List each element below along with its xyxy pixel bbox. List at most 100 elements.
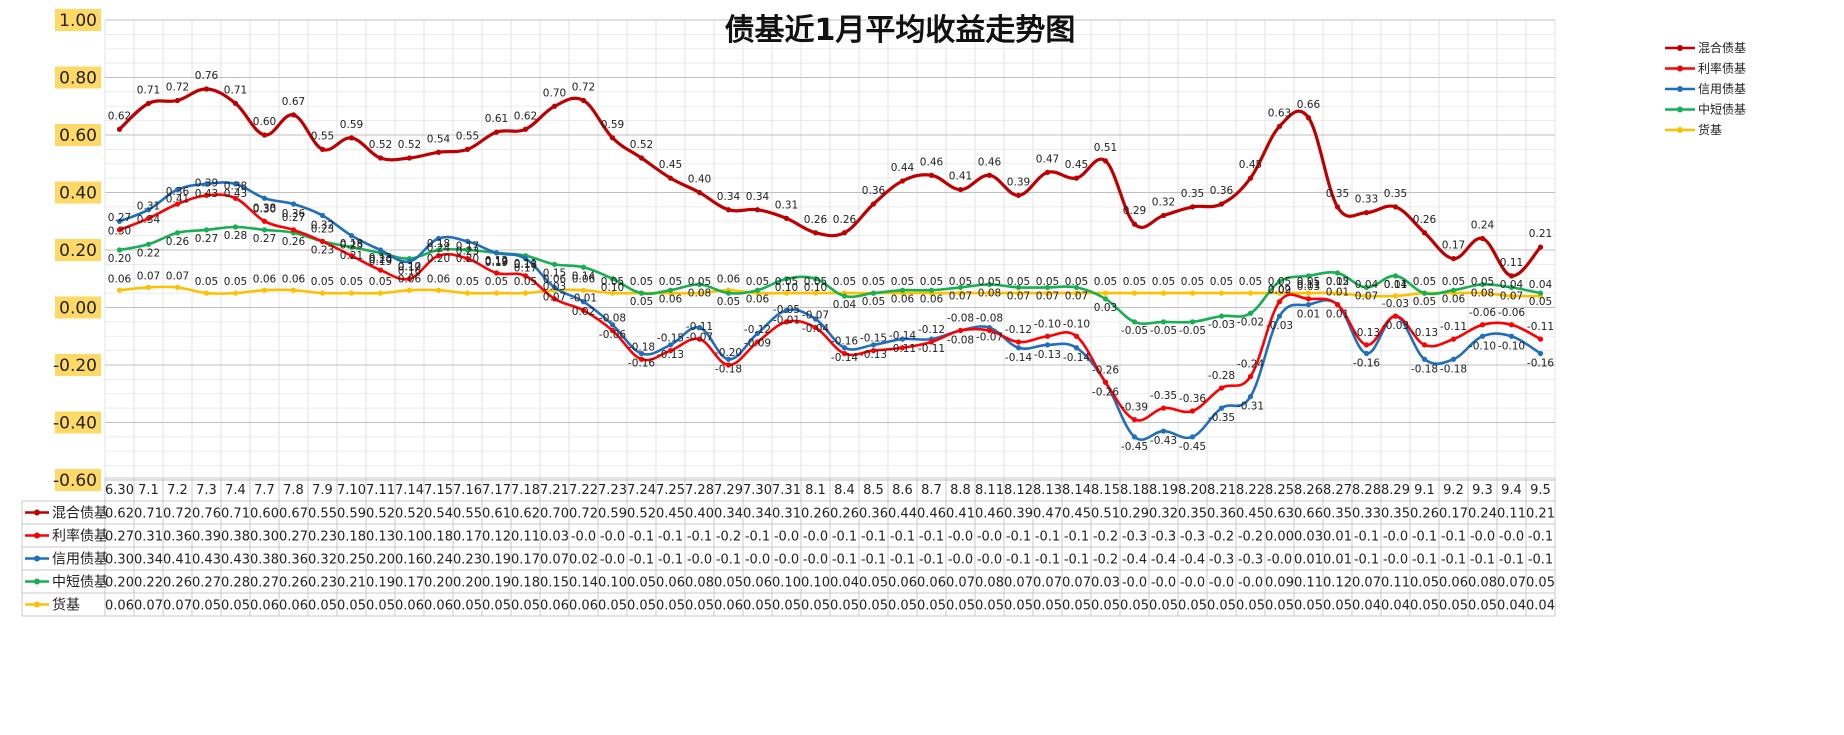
data-label: 0.38 xyxy=(224,180,247,192)
table-cell: 0.38 xyxy=(250,553,279,568)
table-cell: 0.05 xyxy=(946,599,975,614)
table-cell: 0.36 xyxy=(1207,507,1236,522)
table-cell: 0.06 xyxy=(1439,576,1468,591)
data-label: -0.11 xyxy=(1440,321,1467,333)
data-point xyxy=(580,97,587,104)
data-label: -0.14 xyxy=(1063,352,1090,364)
data-point xyxy=(957,187,964,193)
data-point xyxy=(928,172,935,178)
data-point xyxy=(841,345,848,351)
data-point xyxy=(1276,123,1283,129)
table-cell: 0.06 xyxy=(656,576,685,591)
table-cell: 0.10 xyxy=(801,576,830,591)
data-point xyxy=(145,207,152,213)
data-label: 0.17 xyxy=(456,241,479,253)
x-tick-label: 8.7 xyxy=(921,483,942,498)
x-tick-label: 7.23 xyxy=(598,483,627,498)
data-point xyxy=(203,181,210,187)
data-label: 0.20 xyxy=(427,253,450,265)
data-label: -0.03 xyxy=(1208,319,1235,331)
table-row-marker xyxy=(34,555,40,562)
x-tick-label: 6.30 xyxy=(105,483,134,498)
data-point xyxy=(1479,333,1486,339)
data-label: -0.11 xyxy=(1527,321,1554,333)
data-label: 0.62 xyxy=(514,110,537,122)
table-cell: 0.05 xyxy=(1091,599,1120,614)
legend-swatch-marker xyxy=(1677,106,1683,113)
table-cell: 0.03 xyxy=(1294,530,1323,545)
data-label: 0.07 xyxy=(1355,290,1378,302)
data-point xyxy=(754,287,761,293)
data-labels: 0.62 0.71 0.72 0.76 0.71 0.60 0.67 0.55 0.59 0.52… xyxy=(108,70,1555,453)
data-label: 0.24 xyxy=(427,243,451,255)
table-cell: -0.1 xyxy=(1412,553,1437,568)
data-label: 0.33 xyxy=(1355,194,1378,206)
table-cell: -0.4 xyxy=(1180,553,1205,568)
table-cell: 0.07 xyxy=(1497,576,1526,591)
legend-item: 货基 xyxy=(1665,122,1722,137)
table-cell: 0.36 xyxy=(859,507,888,522)
data-label: 0.03 xyxy=(1297,281,1320,293)
data-point xyxy=(261,132,268,138)
table-cell: 0.05 xyxy=(192,599,221,614)
y-tick-label: -0.60 xyxy=(53,471,97,491)
data-point xyxy=(1044,169,1051,175)
data-point xyxy=(290,201,297,207)
table-cell: 0.28 xyxy=(221,576,250,591)
table-cell: 0.66 xyxy=(1294,507,1323,522)
table-cell: 0.43 xyxy=(192,553,221,568)
data-point xyxy=(725,290,732,296)
series-2 xyxy=(116,181,1544,441)
table-cell: 0.05 xyxy=(1468,599,1497,614)
table-cell: 0.63 xyxy=(1265,507,1294,522)
data-label: -0.07 xyxy=(976,332,1003,344)
data-point xyxy=(696,281,703,288)
data-label: 0.14 xyxy=(572,270,596,282)
data-label: 0.04 xyxy=(1384,279,1408,291)
data-point xyxy=(1218,385,1225,391)
data-point xyxy=(1276,299,1283,305)
x-tick-label: 7.3 xyxy=(196,483,217,498)
data-point xyxy=(580,307,587,313)
data-point xyxy=(261,195,268,201)
legend-swatch-marker xyxy=(1677,86,1683,92)
data-label: -0.06 xyxy=(1469,307,1496,319)
x-tick-label: 7.25 xyxy=(656,483,685,498)
table-cell: 0.72 xyxy=(163,507,192,522)
table-cell: 0.05 xyxy=(221,599,250,614)
data-label: 0.05 xyxy=(746,276,769,288)
table-cell: 0.06 xyxy=(105,599,134,614)
data-point xyxy=(203,290,210,296)
table-cell: 0.12 xyxy=(1323,576,1352,591)
data-label: 0.05 xyxy=(1036,276,1059,288)
data-label: -0.05 xyxy=(1150,325,1177,337)
data-table: 6.30 7.1 7.2 7.3 7.4 7.7 7.8 7.9 7.10 7.11 7.14 7.1… xyxy=(21,477,1556,617)
data-point xyxy=(145,215,152,221)
y-tick-label: -0.40 xyxy=(53,414,97,434)
data-label: 0.01 xyxy=(1297,309,1320,321)
table-cell: 0.18 xyxy=(424,530,453,545)
data-label: -0.04 xyxy=(802,323,829,335)
data-label: 0.45 xyxy=(1065,159,1088,171)
table-cell: 0.07 xyxy=(1352,576,1381,591)
data-point xyxy=(899,178,906,184)
data-point xyxy=(1508,284,1515,290)
data-point xyxy=(1537,336,1544,342)
table-cell: 0.32 xyxy=(1149,507,1178,522)
data-point xyxy=(1450,287,1457,293)
table-cell: 0.45 xyxy=(1236,507,1265,522)
y-tick-label: 0.20 xyxy=(59,241,97,261)
legend-label: 货基 xyxy=(1698,122,1722,137)
data-point xyxy=(1537,244,1544,250)
data-label: -0.26 xyxy=(1092,364,1119,376)
data-point xyxy=(493,129,500,135)
data-label: -0.28 xyxy=(1208,370,1235,382)
data-label: 0.06 xyxy=(717,273,741,285)
data-point xyxy=(377,155,384,161)
data-label: 0.43 xyxy=(195,188,218,200)
data-label: 0.70 xyxy=(543,87,566,99)
data-point xyxy=(1160,319,1167,325)
data-point xyxy=(580,264,587,270)
data-label: 0.62 xyxy=(108,110,131,122)
